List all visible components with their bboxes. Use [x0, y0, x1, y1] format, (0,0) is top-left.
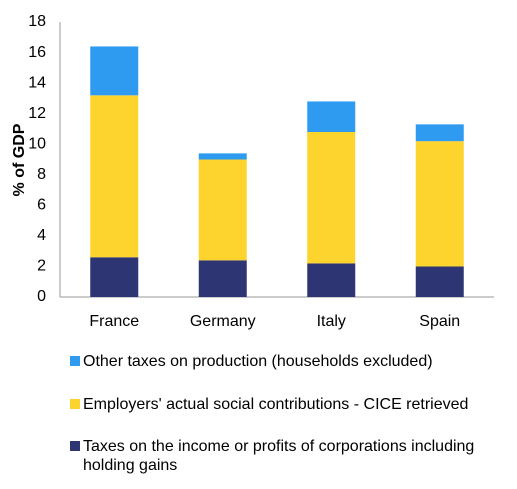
y-axis-label: % of GDP	[11, 123, 28, 196]
y-tick-label: 12	[28, 105, 46, 122]
legend-swatch	[70, 441, 80, 451]
bar-segment	[415, 124, 464, 142]
x-tick-label: Spain	[419, 313, 460, 330]
legend-label: Other taxes on production (households ex…	[83, 353, 433, 370]
bar-segment	[415, 141, 464, 267]
y-tick-label: 2	[37, 258, 46, 275]
bar-segment	[198, 153, 247, 160]
bar-segment	[307, 101, 356, 132]
x-tick-label: Italy	[317, 313, 346, 330]
y-tick-label: 10	[28, 135, 46, 152]
y-tick-label: 18	[28, 13, 46, 30]
y-tick-label: 4	[37, 227, 46, 244]
legend-item: Employers' actual social contributions -…	[70, 395, 490, 414]
bar-segment	[90, 257, 139, 297]
y-tick-label: 6	[37, 197, 46, 214]
y-tick-label: 16	[28, 44, 46, 61]
y-tick-label: 0	[37, 288, 46, 305]
chart: % of GDP 0 2 4 6 8 10 12 14 16 18 France Germany Ita…	[11, 13, 494, 330]
bar-segment	[90, 95, 139, 258]
legend-swatch	[70, 356, 80, 366]
legend-swatch	[70, 399, 80, 409]
bar-segment	[198, 260, 247, 297]
bar-segment	[90, 46, 139, 96]
bar-segment	[415, 266, 464, 297]
legend-item: Taxes on the income or profits of corpor…	[70, 437, 490, 475]
bar-segment	[307, 263, 356, 297]
x-tick-label: France	[89, 313, 139, 330]
legend-item: Other taxes on production (households ex…	[70, 352, 490, 371]
bar-segment	[307, 132, 356, 264]
y-tick-label: 14	[28, 74, 46, 91]
y-tick-label: 8	[37, 166, 46, 183]
legend-label: Employers' actual social contributions -…	[83, 396, 469, 413]
x-tick-label: Germany	[190, 313, 256, 330]
bar-segment	[198, 159, 247, 261]
legend-label: Taxes on the income or profits of corpor…	[83, 438, 475, 474]
